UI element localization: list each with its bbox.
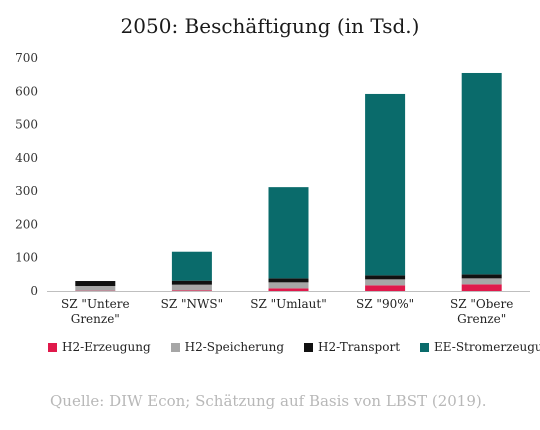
legend-item: H2-Erzeugung [48, 340, 151, 354]
bar-segment [171, 251, 212, 281]
x-tick-label: SZ "90%" [356, 297, 414, 311]
chart-legend: H2-Erzeugung H2-Speicherung H2-Transport EE… [48, 340, 540, 354]
bar-segment [268, 282, 309, 289]
y-tick-label: 500 [15, 118, 38, 132]
bar-segment [268, 288, 309, 291]
x-tick-label: Grenze" [71, 312, 120, 326]
y-tick-label: 400 [15, 151, 38, 165]
bar-segment [268, 278, 309, 283]
chart-title: 2050: Beschäftigung (in Tsd.) [120, 14, 420, 38]
legend-swatch [420, 342, 430, 352]
bar-segment [171, 280, 212, 285]
bar-segment [75, 286, 116, 291]
bar-segment [268, 187, 309, 279]
legend-label: H2-Transport [318, 340, 401, 354]
bar-segment [365, 275, 406, 280]
legend-swatch [304, 342, 314, 352]
y-tick-label: 0 [30, 284, 38, 298]
legend-label: H2-Erzeugung [62, 340, 151, 354]
legend-label: H2-Speicherung [184, 340, 285, 354]
y-tick-label: 100 [15, 251, 38, 265]
x-tick-label: Grenze" [457, 312, 506, 326]
x-tick-label: SZ "NWS" [161, 297, 223, 311]
legend-item: H2-Transport [304, 340, 400, 354]
legend-swatch [48, 342, 57, 352]
legend-swatch [170, 342, 180, 352]
bar-segment [75, 281, 116, 287]
bar-segment [171, 290, 212, 291]
bar-segment [461, 284, 502, 291]
x-tick-label: SZ "Obere [450, 297, 513, 311]
y-tick-label: 700 [15, 51, 38, 65]
y-tick-label: 600 [15, 84, 38, 98]
legend-label: EE-Stromerzeugung [434, 340, 540, 354]
source-note: Quelle: DIW Econ; Schätzung auf Basis vo… [50, 392, 487, 410]
legend-item: EE-Stromerzeugung [420, 340, 540, 354]
y-tick-label: 300 [15, 184, 38, 198]
y-tick-label: 200 [15, 217, 38, 231]
bar-segment [365, 93, 406, 276]
legend-item: H2-Speicherung [170, 340, 285, 354]
bar-segment [171, 284, 212, 291]
bar-segment [365, 285, 406, 291]
chart-axes: 0 100 200 300 400 500 600 700 [15, 51, 530, 298]
bar-segment [461, 72, 502, 275]
chart-bars [75, 72, 502, 291]
bar-segment [461, 278, 502, 285]
x-tick-label: SZ "Untere [61, 297, 130, 311]
x-tick-label: SZ "Umlaut" [250, 297, 326, 311]
bar-segment [365, 279, 406, 286]
bar-segment [461, 274, 502, 279]
